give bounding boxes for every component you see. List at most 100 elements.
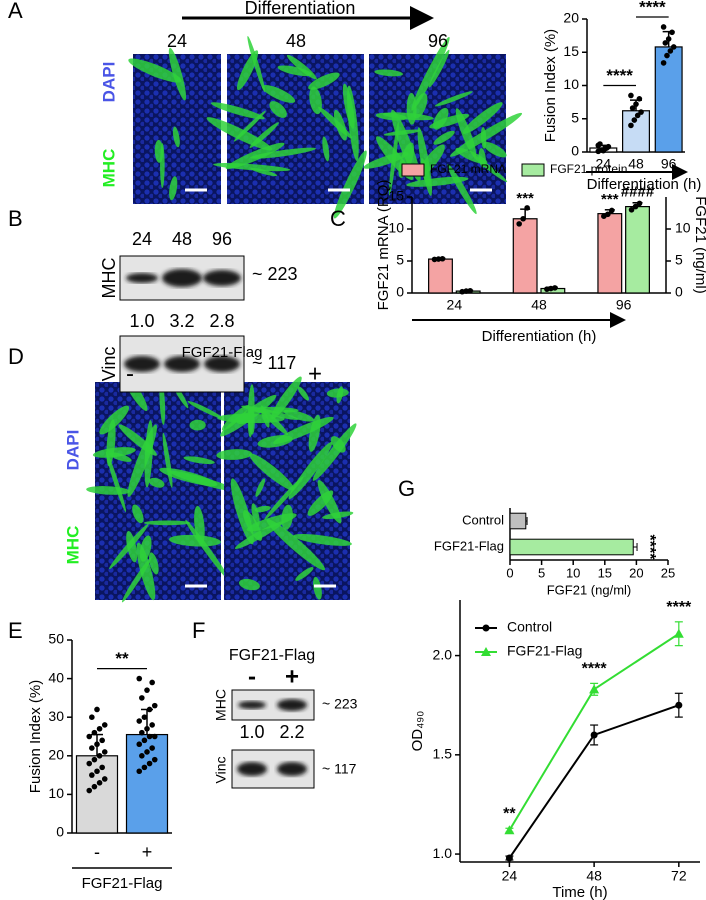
- myotube: [347, 85, 359, 161]
- data-point: [628, 122, 634, 129]
- blot-label: Vinc: [99, 347, 119, 382]
- data-point: [609, 207, 615, 214]
- data-point: [101, 722, 108, 728]
- data-point: [520, 215, 526, 222]
- data-point: [628, 207, 635, 213]
- data-point: [136, 718, 143, 724]
- data-point: [660, 60, 667, 66]
- myotube: [109, 452, 132, 462]
- myotube: [295, 567, 314, 581]
- myotube: [266, 519, 326, 571]
- marker: [589, 684, 600, 694]
- ratio-label: 1.0: [129, 311, 154, 331]
- data-point: [605, 211, 611, 218]
- annotation: **: [503, 805, 516, 822]
- size-label: ~ 223: [322, 696, 358, 712]
- y-tick-label: 15: [388, 188, 404, 204]
- data-point: [136, 675, 143, 682]
- data-point: [99, 764, 105, 771]
- myotube: [92, 447, 136, 458]
- myotube: [269, 101, 287, 118]
- myotube: [308, 72, 340, 90]
- ratio-label: 1.0: [239, 722, 264, 742]
- myotube: [312, 423, 357, 481]
- size-label: ~ 117: [322, 761, 357, 777]
- myotube: [330, 436, 346, 453]
- myotube: [480, 126, 487, 149]
- myotube: [169, 176, 178, 201]
- treatment-label: FGF21-Flag: [182, 344, 263, 361]
- myotube: [148, 477, 165, 488]
- band: [238, 701, 266, 709]
- myotube: [433, 130, 455, 145]
- band: [126, 273, 158, 283]
- x-tick-label: 24: [502, 868, 518, 884]
- annotation: ****: [639, 0, 666, 16]
- myotube: [168, 47, 187, 101]
- data-point: [670, 44, 677, 50]
- axis-label: FGF21 (ng/ml): [547, 582, 632, 597]
- data-point: [91, 756, 98, 763]
- axis-label: Time (h): [552, 884, 607, 900]
- panel-letter: D: [8, 344, 24, 369]
- panel-letter: G: [398, 476, 415, 501]
- y-tick-label: 15: [563, 43, 579, 59]
- data-point: [149, 679, 155, 686]
- size-label: ~ 223: [252, 264, 298, 284]
- data-point: [633, 101, 639, 107]
- myotube: [185, 519, 230, 581]
- myotube: [249, 453, 295, 491]
- stain-label: DAPI: [63, 430, 82, 471]
- axis-label: FGF21-Flag: [82, 875, 163, 892]
- time-label: 24: [132, 229, 152, 249]
- data-point: [669, 29, 675, 36]
- condition-label: +: [285, 663, 299, 690]
- bar: [512, 218, 538, 294]
- x-tick-label: 25: [661, 565, 675, 580]
- y-tick-label: 10: [563, 76, 579, 92]
- data-point: [89, 772, 95, 778]
- bar: [428, 258, 453, 294]
- myotube: [483, 141, 507, 158]
- stain-label: MHC: [63, 526, 82, 565]
- bar: [654, 46, 683, 153]
- myotube: [144, 420, 153, 488]
- ratio-label: 3.2: [169, 311, 194, 331]
- annotation: ***: [516, 190, 534, 207]
- myotube: [238, 578, 260, 591]
- x-tick-label: -: [94, 842, 100, 862]
- marker: [673, 628, 684, 638]
- data-point: [141, 764, 148, 771]
- x-tick-label: 96: [661, 156, 677, 172]
- arrow-label: Differentiation: [245, 0, 356, 18]
- myotube: [317, 480, 342, 524]
- myotube: [273, 416, 334, 445]
- myotube: [428, 49, 450, 88]
- bar: [625, 206, 650, 294]
- myotube: [216, 449, 253, 460]
- data-point: [139, 729, 145, 736]
- myotube: [250, 147, 316, 159]
- legend-marker: [482, 624, 490, 632]
- axis-label: FGF21 mRNA (RQ): [375, 180, 392, 311]
- data-point: [149, 745, 155, 751]
- myotube: [277, 65, 313, 77]
- condition-label: +: [308, 360, 322, 387]
- data-point: [141, 737, 148, 744]
- blot-label: MHC: [213, 689, 229, 721]
- data-point: [86, 787, 93, 794]
- myotube: [271, 376, 302, 420]
- stain-label: MHC: [99, 149, 118, 188]
- time-label: 24: [167, 31, 187, 51]
- band: [277, 762, 307, 776]
- myotube: [326, 388, 349, 398]
- bar: [597, 213, 623, 294]
- data-point: [89, 714, 95, 720]
- legend-marker: [481, 647, 491, 656]
- myotube: [318, 106, 353, 139]
- y-tick-label: 10: [48, 785, 64, 801]
- myotube: [105, 451, 127, 513]
- bar: [509, 512, 527, 530]
- data-point: [96, 780, 103, 786]
